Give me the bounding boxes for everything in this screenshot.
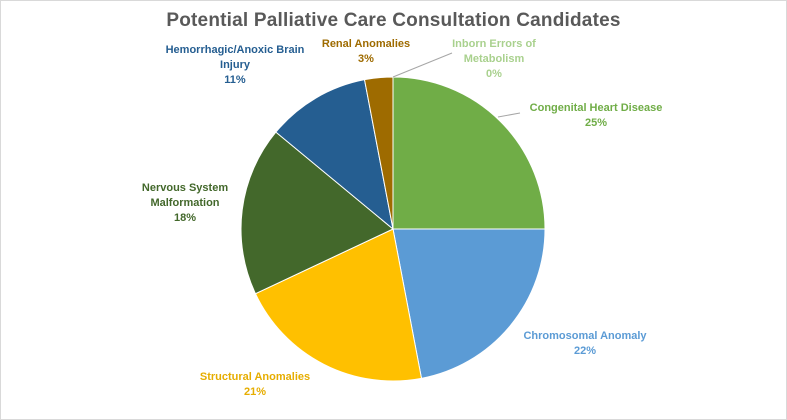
data-label-congenital-heart-disease: Congenital Heart Disease 25% [530,102,663,129]
data-label-name: Malformation [150,197,219,209]
data-label-structural-anomalies: Structural Anomalies 21% [200,371,310,398]
leader-line [392,52,453,78]
data-label-name: Renal Anomalies [322,38,410,50]
pie-slice-renal-anomalies [363,76,394,230]
data-label-renal-anomalies: Renal Anomalies 3% [322,38,410,65]
data-label-inborn-errors-of-metabolism: Inborn Errors of Metabolism 0% [452,38,536,80]
data-label-percent: 22% [574,345,596,357]
pie-slice-structural-anomalies [254,228,423,382]
chart-title: Potential Palliative Care Consultation C… [166,10,621,31]
leader-line [497,112,521,118]
data-label-chromosomal-anomaly: Chromosomal Anomaly 22% [523,330,647,357]
pie-slice-hemorrhagic-anoxic-brain-injury [275,79,394,231]
pie-slice-chromosomal-anomaly [392,228,546,379]
data-label-nervous-system-malformation: Nervous System Malformation 18% [142,182,228,224]
data-label-percent: 3% [358,53,374,65]
data-label-name: Nervous System [142,182,228,194]
data-label-name: Chromosomal Anomaly [523,330,647,342]
data-label-name: Congenital Heart Disease [530,102,663,114]
data-label-hemorrhagic-anoxic-brain-injury: Hemorrhagic/Anoxic Brain Injury 11% [166,44,305,86]
data-label-name: Injury [220,59,251,71]
data-label-percent: 21% [244,386,266,398]
pie-slice-nervous-system-malformation [240,131,394,295]
data-label-name: Hemorrhagic/Anoxic Brain [166,44,305,56]
data-label-percent: 18% [174,212,196,224]
pie-slice-congenital-heart-disease [392,76,546,230]
data-label-percent: 0% [486,68,502,80]
data-label-name: Metabolism [464,53,525,65]
data-label-name: Structural Anomalies [200,371,310,383]
data-label-percent: 25% [585,117,607,129]
data-label-percent: 11% [224,74,246,86]
data-label-name: Inborn Errors of [452,38,536,50]
